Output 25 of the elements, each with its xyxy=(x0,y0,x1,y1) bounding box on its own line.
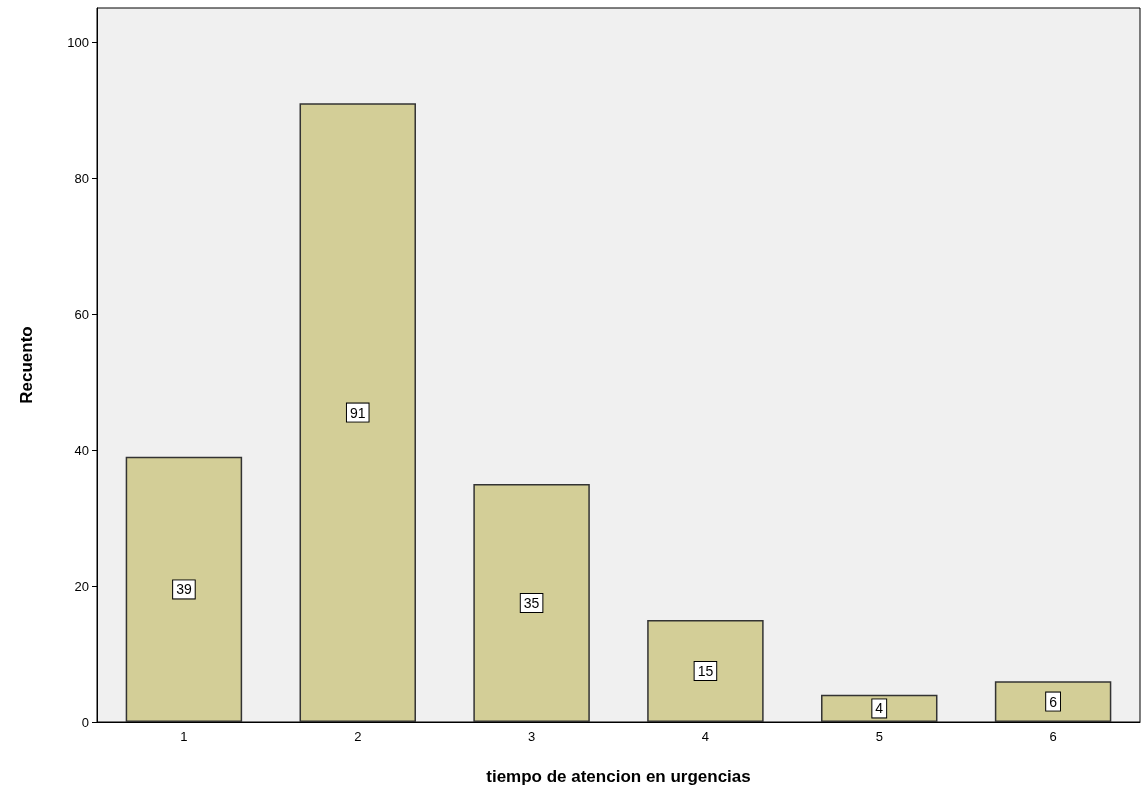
data-label: 39 xyxy=(176,581,192,598)
data-label: 91 xyxy=(349,404,366,421)
bar xyxy=(994,681,1112,722)
x-tick-label: 1 xyxy=(180,729,188,744)
y-tick-label: 100 xyxy=(67,34,89,50)
y-tick-label: 80 xyxy=(74,170,89,186)
data-label: 6 xyxy=(1049,693,1058,710)
x-tick-label: 3 xyxy=(527,729,536,744)
bar xyxy=(125,456,243,722)
bar xyxy=(647,620,764,722)
data-label: 4 xyxy=(875,700,884,717)
y-tick-label: 40 xyxy=(74,442,89,458)
y-tick-label: 20 xyxy=(74,578,89,594)
x-axis-title: tiempo de atencion en urgencias xyxy=(486,767,751,786)
y-tick-label: 60 xyxy=(74,306,89,322)
x-tick-label: 2 xyxy=(354,729,362,744)
bar xyxy=(299,103,416,722)
bar xyxy=(473,484,590,722)
x-tick-label: 5 xyxy=(875,729,883,744)
y-tick-label: 0 xyxy=(81,714,89,730)
data-label: 15 xyxy=(697,663,714,679)
x-tick-label: 6 xyxy=(1049,729,1057,744)
data-label: 35 xyxy=(523,595,540,611)
y-axis-title: Recuento xyxy=(17,326,36,404)
x-tick-label: 4 xyxy=(701,729,710,744)
